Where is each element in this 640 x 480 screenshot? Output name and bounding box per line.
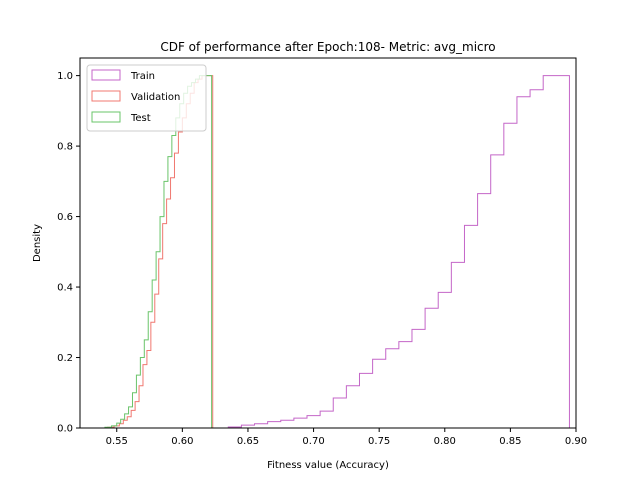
x-tick-label: 0.75 xyxy=(368,436,390,447)
legend-swatch-validation xyxy=(91,90,121,102)
y-axis-label: Density xyxy=(32,224,43,262)
x-tick-label: 0.65 xyxy=(237,436,259,447)
x-tick-label: 0.85 xyxy=(499,436,521,447)
legend-swatch-train xyxy=(91,69,121,81)
x-tick-label: 0.90 xyxy=(565,436,587,447)
legend-frame xyxy=(86,64,207,132)
x-axis-label: Fitness value (Accuracy) xyxy=(267,460,389,471)
y-tick-label: 0.2 xyxy=(57,353,73,364)
legend-label-train: Train xyxy=(130,71,155,82)
legend-swatch-test xyxy=(91,111,121,123)
x-tick-label: 0.55 xyxy=(106,436,128,447)
y-tick-label: 0.8 xyxy=(57,142,73,153)
y-tick-label: 0.6 xyxy=(57,212,73,223)
x-tick-label: 0.60 xyxy=(171,436,193,447)
x-tick-label: 0.70 xyxy=(302,436,324,447)
y-tick-label: 1.0 xyxy=(57,71,73,82)
plot-frame xyxy=(79,57,577,429)
legend-label-validation: Validation xyxy=(131,92,180,103)
legend: Train Validation Test xyxy=(86,64,207,132)
legend-label-test: Test xyxy=(130,113,151,124)
y-tick-label: 0.0 xyxy=(57,424,73,435)
series-step-train xyxy=(227,75,570,428)
y-tick-label: 0.4 xyxy=(57,283,73,294)
chart-title: CDF of performance after Epoch:108- Metr… xyxy=(160,40,495,54)
tick-layer: 0.55 0.60 0.65 0.70 0.75 0.80 0.85 0.90 0.0 0.2 0.… xyxy=(57,71,587,447)
x-tick-label: 0.80 xyxy=(434,436,456,447)
